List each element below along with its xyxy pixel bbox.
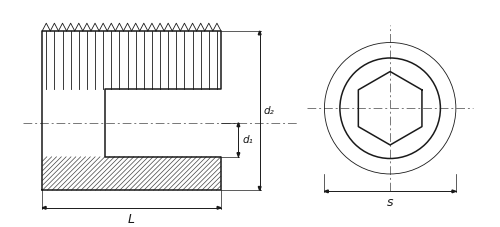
Polygon shape: [324, 190, 328, 193]
Text: s: s: [387, 196, 394, 209]
Polygon shape: [237, 123, 240, 127]
Text: d₂: d₂: [264, 106, 274, 116]
Text: L: L: [128, 213, 135, 226]
Polygon shape: [452, 190, 456, 193]
Polygon shape: [217, 206, 221, 209]
Polygon shape: [258, 187, 261, 190]
Polygon shape: [237, 153, 240, 157]
Polygon shape: [42, 206, 46, 209]
Text: d₁: d₁: [242, 135, 253, 145]
Polygon shape: [258, 31, 261, 35]
